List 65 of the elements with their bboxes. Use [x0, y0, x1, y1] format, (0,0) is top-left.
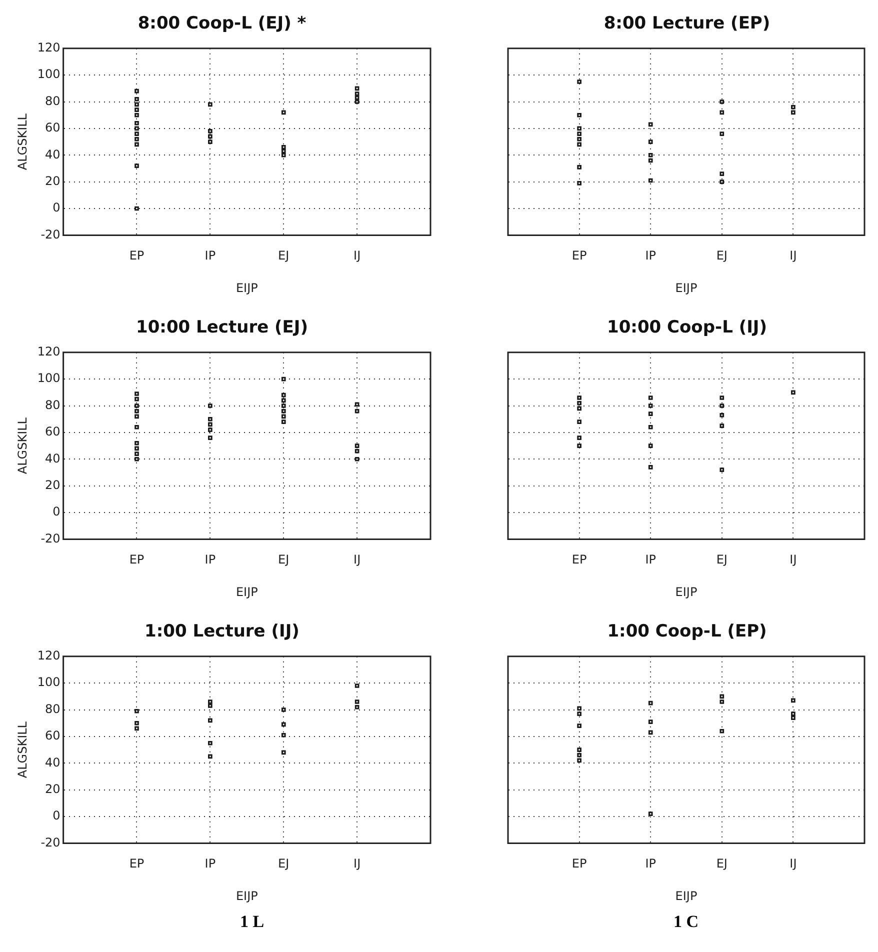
x-tick-label: IP	[645, 856, 656, 871]
x-axis-title: EIJP	[236, 584, 258, 599]
y-tick-label: -20	[40, 835, 60, 850]
x-tick-label: EJ	[716, 248, 728, 263]
y-tick-label: 40	[45, 451, 60, 466]
x-tick-label: EJ	[716, 552, 728, 567]
x-tick-label: IJ	[790, 856, 797, 871]
x-tick-label: EP	[129, 248, 144, 263]
x-tick-label: IP	[645, 552, 656, 567]
chart-title: 10:00 Coop-L (IJ)	[606, 318, 768, 338]
chart-title: 10:00 Lecture (EJ)	[136, 318, 308, 338]
y-tick-label: 20	[45, 478, 60, 492]
x-tick-label: EP	[572, 248, 587, 263]
y-tick-label: -20	[40, 227, 60, 242]
y-tick-label: 0	[52, 200, 60, 215]
y-axis-title: ALGSKILL	[15, 417, 30, 474]
text: 1 L	[238, 912, 264, 932]
x-tick-label: EP	[129, 552, 144, 567]
y-tick-label: 100	[37, 371, 60, 386]
x-axis-title: EIJP	[675, 280, 698, 295]
text: 1 C	[672, 912, 699, 932]
chart-title: 1:00 Lecture (IJ)	[144, 622, 300, 642]
y-tick-label: 120	[37, 344, 60, 359]
x-tick-label: EP	[572, 552, 587, 567]
x-tick-label: EP	[572, 856, 587, 871]
y-tick-label: 60	[45, 424, 60, 439]
x-tick-label: IP	[204, 248, 216, 263]
x-tick-label: IJ	[790, 248, 797, 263]
x-tick-label: IJ	[354, 552, 361, 567]
y-tick-label: 60	[45, 120, 60, 135]
x-axis-title: EIJP	[675, 584, 698, 599]
y-tick-label: 100	[37, 675, 60, 690]
x-axis-title: EIJP	[675, 888, 698, 903]
y-tick-label: 80	[45, 702, 60, 716]
x-tick-label: EJ	[278, 856, 290, 871]
x-axis-title: EIJP	[236, 888, 258, 903]
y-axis-title: ALGSKILL	[15, 721, 30, 778]
x-tick-label: IP	[645, 248, 656, 263]
x-tick-label: IP	[204, 856, 216, 871]
y-axis-title: ALGSKILL	[15, 113, 30, 170]
y-tick-label: 40	[45, 755, 60, 770]
y-tick-label: 0	[52, 808, 60, 823]
x-tick-label: EJ	[716, 856, 728, 871]
y-tick-label: -20	[40, 531, 60, 546]
y-tick-label: 120	[37, 648, 60, 663]
y-tick-label: 60	[45, 728, 60, 743]
x-tick-label: IP	[204, 552, 216, 567]
x-tick-label: EP	[129, 856, 144, 871]
chart-title: 8:00 Coop-L (EJ) *	[138, 14, 306, 34]
y-tick-label: 0	[52, 504, 60, 519]
x-tick-label: EJ	[278, 248, 290, 263]
x-tick-label: IJ	[354, 248, 361, 263]
x-axis-title: EIJP	[236, 280, 258, 295]
y-tick-label: 80	[45, 94, 60, 108]
y-tick-label: 20	[45, 782, 60, 796]
y-tick-label: 100	[37, 67, 60, 82]
y-tick-label: 40	[45, 147, 60, 162]
y-tick-label: 80	[45, 398, 60, 412]
chart-title: 8:00 Lecture (EP)	[604, 14, 770, 34]
x-tick-label: IJ	[790, 552, 797, 567]
y-tick-label: 20	[45, 174, 60, 188]
x-tick-label: EJ	[278, 552, 290, 567]
x-tick-label: IJ	[354, 856, 361, 871]
chart-title: 1:00 Coop-L (EP)	[607, 622, 767, 642]
y-tick-label: 120	[37, 40, 60, 55]
